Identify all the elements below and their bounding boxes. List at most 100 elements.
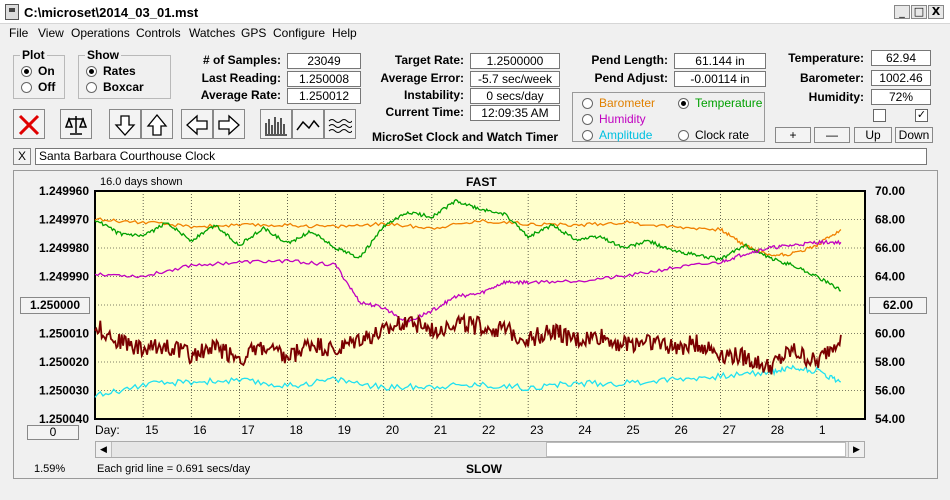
menu-view[interactable]: View <box>38 26 64 40</box>
aux-clock-rate-radio[interactable]: Clock rate <box>678 128 749 142</box>
arrow-down-icon <box>114 115 136 136</box>
y-right-tick-label: 70.00 <box>875 184 905 198</box>
app-icon[interactable] <box>5 4 19 20</box>
show-rates-radio[interactable]: Rates <box>86 64 136 78</box>
last-reading-label: Last Reading: <box>201 71 281 85</box>
average-error-value: -5.7 sec/week <box>470 71 560 87</box>
clear-name-button[interactable]: X <box>13 148 31 165</box>
center-rate-button[interactable]: 1.250000 <box>20 297 90 314</box>
series-line-barometer <box>94 217 842 257</box>
aux-barometer-radio[interactable]: Barometer <box>582 96 655 110</box>
option-checkbox-1[interactable] <box>873 109 886 122</box>
arrow-left-icon <box>186 114 208 136</box>
y-right-labels: 70.00 68.00 66.00 64.00 60.00 58.00 56.00 54.00 <box>875 184 905 426</box>
minimize-button[interactable]: _ <box>894 5 910 19</box>
series-line-humidity <box>94 239 842 324</box>
scroll-thumb[interactable] <box>546 442 846 457</box>
aux-humidity-label: Humidity <box>599 112 646 126</box>
plot-off-radio[interactable]: Off <box>21 80 55 94</box>
x-tick-label: 27 <box>723 423 737 437</box>
menu-file[interactable]: File <box>9 26 29 40</box>
humidity-value: 72% <box>871 89 931 105</box>
scroll-right-arrow[interactable]: ▶ <box>848 442 864 457</box>
stop-button[interactable] <box>13 109 45 139</box>
barometer-value: 1002.46 <box>871 70 931 86</box>
aux-minus-button[interactable]: — <box>814 127 850 143</box>
grid-note: Each grid line = 0.691 secs/day <box>97 463 251 475</box>
menu-operations[interactable]: Operations <box>71 26 130 40</box>
calibrate-button[interactable] <box>60 109 92 139</box>
aux-barometer-label: Barometer <box>599 96 656 110</box>
aux-amplitude-label: Amplitude <box>599 128 653 142</box>
window-title: C:\microset\2014_03_01.mst <box>24 5 199 20</box>
pend-length-label: Pend Length: <box>591 53 668 67</box>
y-left-tick-label: 1.249980 <box>39 241 89 255</box>
pend-adjust-value: -0.00114 in <box>674 71 766 87</box>
x-tick-label: 18 <box>290 423 304 437</box>
menu-controls[interactable]: Controls <box>136 26 181 40</box>
day-prefix-label: Day: <box>95 423 120 437</box>
close-button[interactable]: X <box>928 5 944 19</box>
scroll-down-button[interactable] <box>109 109 141 139</box>
aux-temperature-radio[interactable]: Temperature <box>678 96 762 110</box>
show-rates-label: Rates <box>103 64 136 78</box>
radio-indicator <box>582 113 593 125</box>
menu-watches[interactable]: Watches <box>189 26 236 40</box>
instability-value: 0 secs/day <box>470 88 560 104</box>
y-right-tick-label: 58.00 <box>875 355 905 369</box>
offset-button[interactable]: 0 <box>27 425 79 440</box>
radio-indicator <box>582 97 593 109</box>
x-tick-label: 26 <box>675 423 689 437</box>
plot-on-radio[interactable]: On <box>21 64 55 78</box>
pend-adjust-label: Pend Adjust: <box>594 71 668 85</box>
scroll-right-button[interactable] <box>213 109 245 139</box>
menu-help[interactable]: Help <box>332 26 357 40</box>
bar-view-button[interactable] <box>260 109 292 139</box>
clock-name-field[interactable]: Santa Barbara Courthouse Clock <box>35 148 927 165</box>
y-right-tick-label: 64.00 <box>875 270 905 284</box>
current-time-value: 12:09:35 AM <box>470 105 560 121</box>
aux-amplitude-radio[interactable]: Amplitude <box>582 128 652 142</box>
target-rate-label: Target Rate: <box>394 53 464 67</box>
aux-series-box <box>572 92 765 142</box>
radio-indicator <box>678 97 689 109</box>
line-view-button[interactable] <box>292 109 324 139</box>
radio-indicator <box>21 65 32 77</box>
balance-scale-icon <box>64 116 88 135</box>
scroll-up-button[interactable] <box>141 109 173 139</box>
humidity-label: Humidity: <box>808 90 864 104</box>
scroll-left-arrow[interactable]: ◀ <box>96 442 112 457</box>
percent-readout: 1.59% <box>34 463 66 475</box>
plot-group-title: Plot <box>20 48 47 62</box>
option-checkbox-2[interactable]: ✓ <box>915 109 928 122</box>
wave-view-button[interactable] <box>324 109 356 139</box>
average-error-label: Average Error: <box>380 71 464 85</box>
menu-gps[interactable]: GPS <box>241 26 267 40</box>
samples-value: 23049 <box>287 53 361 69</box>
menu-configure[interactable]: Configure <box>273 26 326 40</box>
y-right-tick-label: 54.00 <box>875 412 905 426</box>
aux-up-button[interactable]: Up <box>854 127 892 143</box>
wave-icon <box>328 119 352 133</box>
center-aux-button[interactable]: 62.00 <box>869 297 927 314</box>
stop-x-icon <box>18 114 40 136</box>
days-shown-label: 16.0 days shown <box>100 176 183 188</box>
x-tick-label: 25 <box>626 423 640 437</box>
plot-off-label: Off <box>38 80 56 94</box>
y-left-tick-label: 1.250040 <box>39 412 89 426</box>
scroll-left-button[interactable] <box>181 109 213 139</box>
y-right-tick-label: 56.00 <box>875 384 905 398</box>
arrow-up-icon <box>146 113 168 136</box>
show-boxcar-radio[interactable]: Boxcar <box>86 80 144 94</box>
radio-indicator <box>582 129 593 141</box>
show-group: Show <box>78 48 171 99</box>
maximize-button[interactable]: □ <box>911 5 927 19</box>
time-scrollbar[interactable]: ◀ ▶ <box>95 441 865 458</box>
aux-down-button[interactable]: Down <box>895 127 933 143</box>
target-rate-value[interactable]: 1.2500000 <box>470 53 560 69</box>
aux-humidity-radio[interactable]: Humidity <box>582 112 646 126</box>
arrow-right-icon <box>218 114 240 136</box>
average-rate-value: 1.250012 <box>287 88 361 104</box>
aux-plus-button[interactable]: + <box>775 127 811 143</box>
